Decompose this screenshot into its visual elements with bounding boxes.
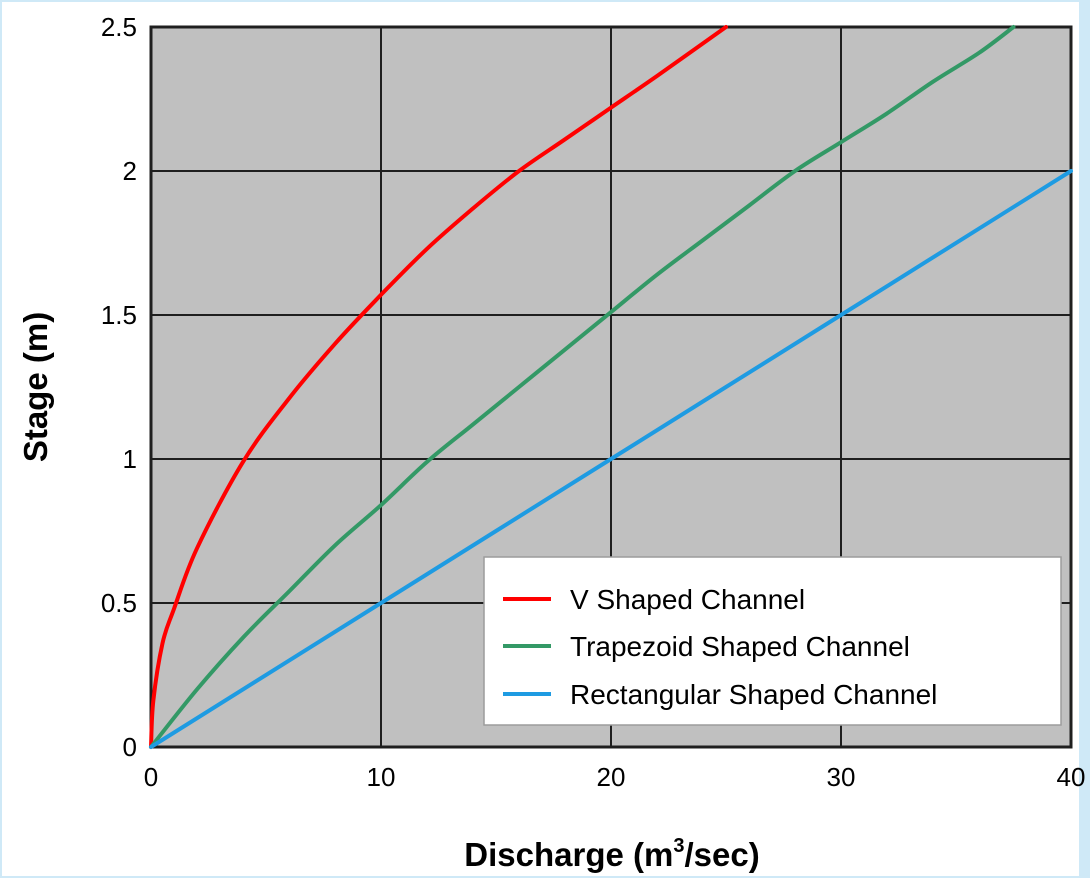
legend-label-rectangular-shaped-channel: Rectangular Shaped Channel <box>570 679 937 710</box>
legend-label-v-shaped-channel: V Shaped Channel <box>570 584 805 615</box>
x-tick-label: 30 <box>827 762 856 792</box>
x-tick-label: 0 <box>144 762 158 792</box>
x-tick-label: 20 <box>597 762 626 792</box>
series-lines <box>149 25 1073 749</box>
legend-box <box>483 556 1062 726</box>
x-axis-label: Discharge (m3/sec) <box>464 835 759 873</box>
series-line-v-shaped-channel <box>149 25 728 749</box>
x-tick-label: 40 <box>1057 762 1086 792</box>
x-axis-label-end: /sec) <box>684 836 759 873</box>
series-line-rectangular-shaped-channel <box>149 169 1073 749</box>
y-tick-label: 1.5 <box>101 300 137 330</box>
y-tick-label: 0.5 <box>101 588 137 618</box>
x-axis-label-main: Discharge (m <box>464 836 673 873</box>
x-tick-label: 10 <box>367 762 396 792</box>
plot-border <box>149 25 1073 749</box>
y-tick-label: 2.5 <box>101 12 137 42</box>
y-tick-label: 0 <box>123 732 137 762</box>
y-axis-label: Stage (m) <box>17 312 54 462</box>
series-line-trapezoid-shaped-channel <box>149 25 1016 749</box>
y-tick-label: 1 <box>123 444 137 474</box>
y-tick-label: 2 <box>123 156 137 186</box>
legend-items: V Shaped Channel Trapezoid Shaped Channel… <box>503 584 937 710</box>
tick-labels: 0 0.5 1 1.5 2 2.5 0 10 20 30 40 <box>101 12 1086 792</box>
legend: V Shaped Channel Trapezoid Shaped Channel… <box>483 556 1062 726</box>
x-axis-label-superscript: 3 <box>673 835 684 857</box>
legend-label-trapezoid-shaped-channel: Trapezoid Shaped Channel <box>570 631 910 662</box>
